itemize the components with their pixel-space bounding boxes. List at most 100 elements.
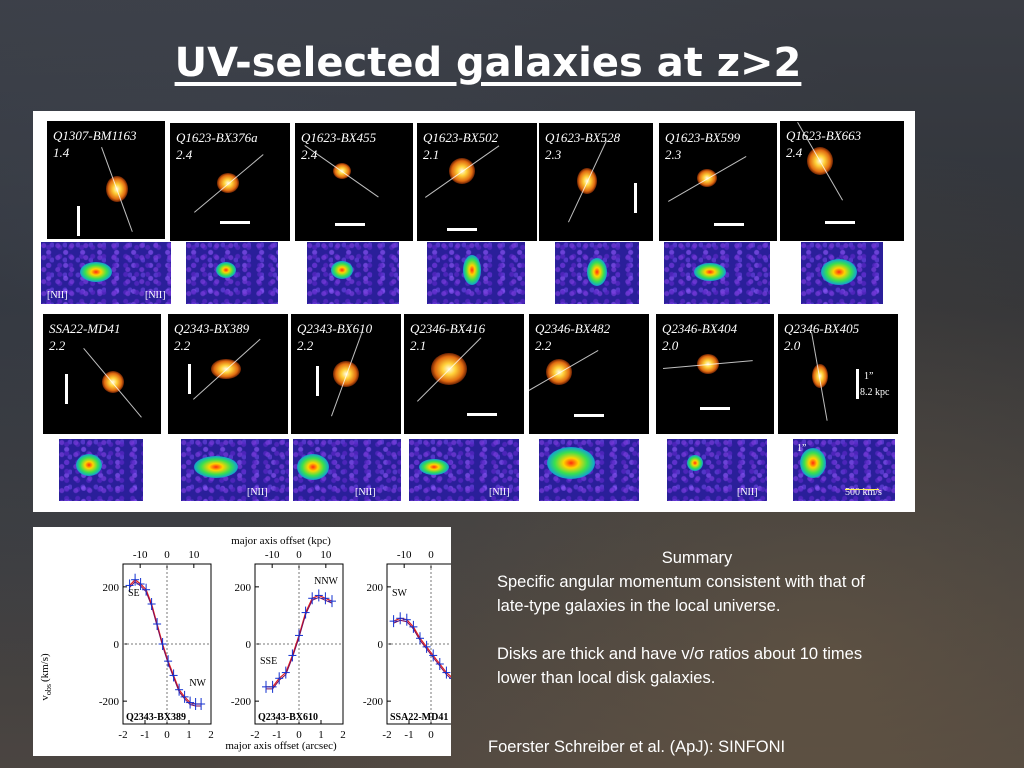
model-curve-red [129, 578, 202, 705]
galaxy-name: Q1623-BX376a [176, 130, 258, 145]
x-tick-label: -1 [272, 729, 281, 741]
galaxy-label: Q1307-BM1163 1.4 [53, 127, 137, 161]
galaxy-redshift: 2.3 [665, 147, 682, 162]
emission-core [800, 448, 826, 478]
x-tick-label: -1 [140, 729, 149, 741]
galaxy-label: Q1623-BX502 2.1 [423, 129, 498, 163]
emission-core [331, 261, 353, 279]
map-noise [59, 439, 143, 501]
galaxy-stamp-q1623-bx663: Q1623-BX663 2.4 [780, 121, 904, 241]
galaxy-stamp-ssa22-md41: SSA22-MD41 2.2 [43, 314, 161, 434]
y-tick-label: 0 [246, 639, 252, 651]
bottom-axis-label: major axis offset (arcsec) [225, 740, 337, 752]
galaxy-stamp-q1623-bx376a: Q1623-BX376a 2.4 [170, 123, 290, 241]
x-tick-label: 1 [318, 729, 324, 741]
y-tick-label: 200 [103, 582, 120, 594]
galaxy-name: Q2346-BX404 [662, 321, 738, 336]
galaxy-stamp-q1623-bx502: Q1623-BX502 2.1 [417, 123, 537, 241]
galaxy-redshift: 2.1 [410, 338, 427, 353]
y-tick-label: -200 [231, 696, 252, 708]
scale-bar [825, 221, 855, 224]
galaxy-redshift: 2.0 [784, 338, 801, 353]
emission-core [821, 259, 857, 285]
galaxy-name: Q1623-BX663 [786, 128, 862, 143]
y-tick-label: -200 [363, 696, 384, 708]
scale-kpc-label: 8.2 kpc [860, 387, 890, 398]
galaxy-stamp-q1307-bm1163: Q1307-BM1163 1.4 [47, 121, 165, 239]
x-tick-label: 0 [164, 729, 170, 741]
galaxy-name: Q2346-BX482 [535, 321, 611, 336]
velocity-map-q2346-bx405: 500 km/s 1” [793, 439, 895, 501]
rotation-curves-figure: major axis offset (kpc) major axis offse… [33, 527, 478, 756]
scale-bar [574, 414, 604, 417]
velocity-map-q1623-bx502 [427, 242, 525, 304]
galaxy-redshift: 2.2 [297, 338, 314, 353]
galaxy-label: Q1623-BX455 2.4 [301, 129, 376, 163]
galaxy-label: Q2346-BX405 2.0 [784, 320, 859, 354]
galaxy-name: Q1623-BX502 [423, 130, 499, 145]
credit-line: Foerster Schreiber et al. (ApJ): SINFONI [488, 738, 786, 756]
svg-text:vobs(km/s): vobs (km/s) [39, 653, 53, 701]
model-curve-red [393, 617, 467, 682]
galaxy-stamp-q2343-bx389: Q2343-BX389 2.2 [168, 314, 288, 434]
galaxy-stamp-q2346-bx416: Q2346-BX416 2.1 [404, 314, 524, 434]
map-arcsec-label: 1” [797, 443, 807, 454]
velocity-map-q2343-bx389: [NII] [181, 439, 289, 501]
galaxy-image-panel: Q1307-BM1163 1.4 Q1623-BX376a 2.4 Q1623-BX45… [33, 111, 915, 512]
galaxy-name: Q2346-BX416 [410, 321, 486, 336]
galaxy-label: Q2343-BX389 2.2 [174, 320, 249, 354]
scale-bar [188, 364, 191, 394]
emission-core [297, 454, 329, 480]
galaxy-redshift: 2.1 [423, 147, 440, 162]
y-axis-title: vobs (km/s) [39, 653, 53, 701]
emission-core [216, 262, 236, 278]
y-tick-label: -200 [99, 696, 120, 708]
galaxy-label: Q1623-BX528 2.3 [545, 129, 620, 163]
scale-bar [65, 374, 68, 404]
galaxy-stamp-q2346-bx404: Q2346-BX404 2.0 [656, 314, 774, 434]
top-axis-label: major axis offset (kpc) [231, 535, 331, 547]
galaxy-label: Q2346-BX404 2.0 [662, 320, 737, 354]
velocity-map-q1623-bx455 [307, 242, 399, 304]
x-tick-label: 0 [296, 729, 302, 741]
velocity-map-q1623-bx599 [664, 242, 770, 304]
model-curve-dark [266, 596, 333, 690]
galaxy-redshift: 2.3 [545, 147, 562, 162]
galaxy-redshift: 1.4 [53, 145, 70, 160]
galaxy-blob [812, 364, 828, 388]
panel-name: Q2343-BX610 [258, 712, 318, 723]
galaxy-name: Q2343-BX389 [174, 321, 250, 336]
velocity-map-q2346-bx416: [NII] [409, 439, 519, 501]
emission-core [587, 258, 607, 286]
left-direction-label: SW [392, 588, 408, 599]
galaxy-label: Q1623-BX376a 2.4 [176, 129, 258, 163]
velocity-map-q2343-bx610: [NII] [293, 439, 401, 501]
velocity-map-q1623-bx528 [555, 242, 639, 304]
x-tick-label: 2 [208, 729, 214, 741]
scale-arcsec-label: 1” [864, 371, 874, 382]
emission-core [76, 454, 102, 476]
galaxy-name: Q2346-BX405 [784, 321, 860, 336]
right-direction-label: NNW [314, 576, 338, 587]
rotation-curves-svg: major axis offset (kpc) major axis offse… [39, 535, 478, 752]
velocity-map-q2346-bx404: [NII] [667, 439, 767, 501]
galaxy-redshift: 2.4 [786, 145, 803, 160]
summary-paragraph-2: Disks are thick and have v/σ ratios abou… [497, 645, 863, 687]
map-noise [667, 439, 767, 501]
slide-title: UV-selected galaxies at z>2 [174, 40, 802, 86]
x-tick-label: -1 [404, 729, 413, 741]
scale-bar [856, 369, 859, 399]
galaxy-stamp-q2346-bx482: Q2346-BX482 2.2 [529, 314, 649, 434]
nii-label: [NII] [247, 487, 268, 498]
kpc-tick-label: -10 [133, 549, 148, 561]
galaxy-stamp-q1623-bx455: Q1623-BX455 2.4 [295, 123, 413, 241]
y-axis-unit: (km/s) [39, 653, 51, 682]
scale-bar [634, 183, 637, 213]
summary-heading: Summary [661, 549, 733, 567]
emission-core [419, 459, 449, 475]
kpc-tick-label: 0 [428, 549, 434, 561]
galaxy-name: Q1307-BM1163 [53, 128, 137, 143]
summary-paragraph-1: Specific angular momentum consistent wit… [497, 573, 865, 615]
